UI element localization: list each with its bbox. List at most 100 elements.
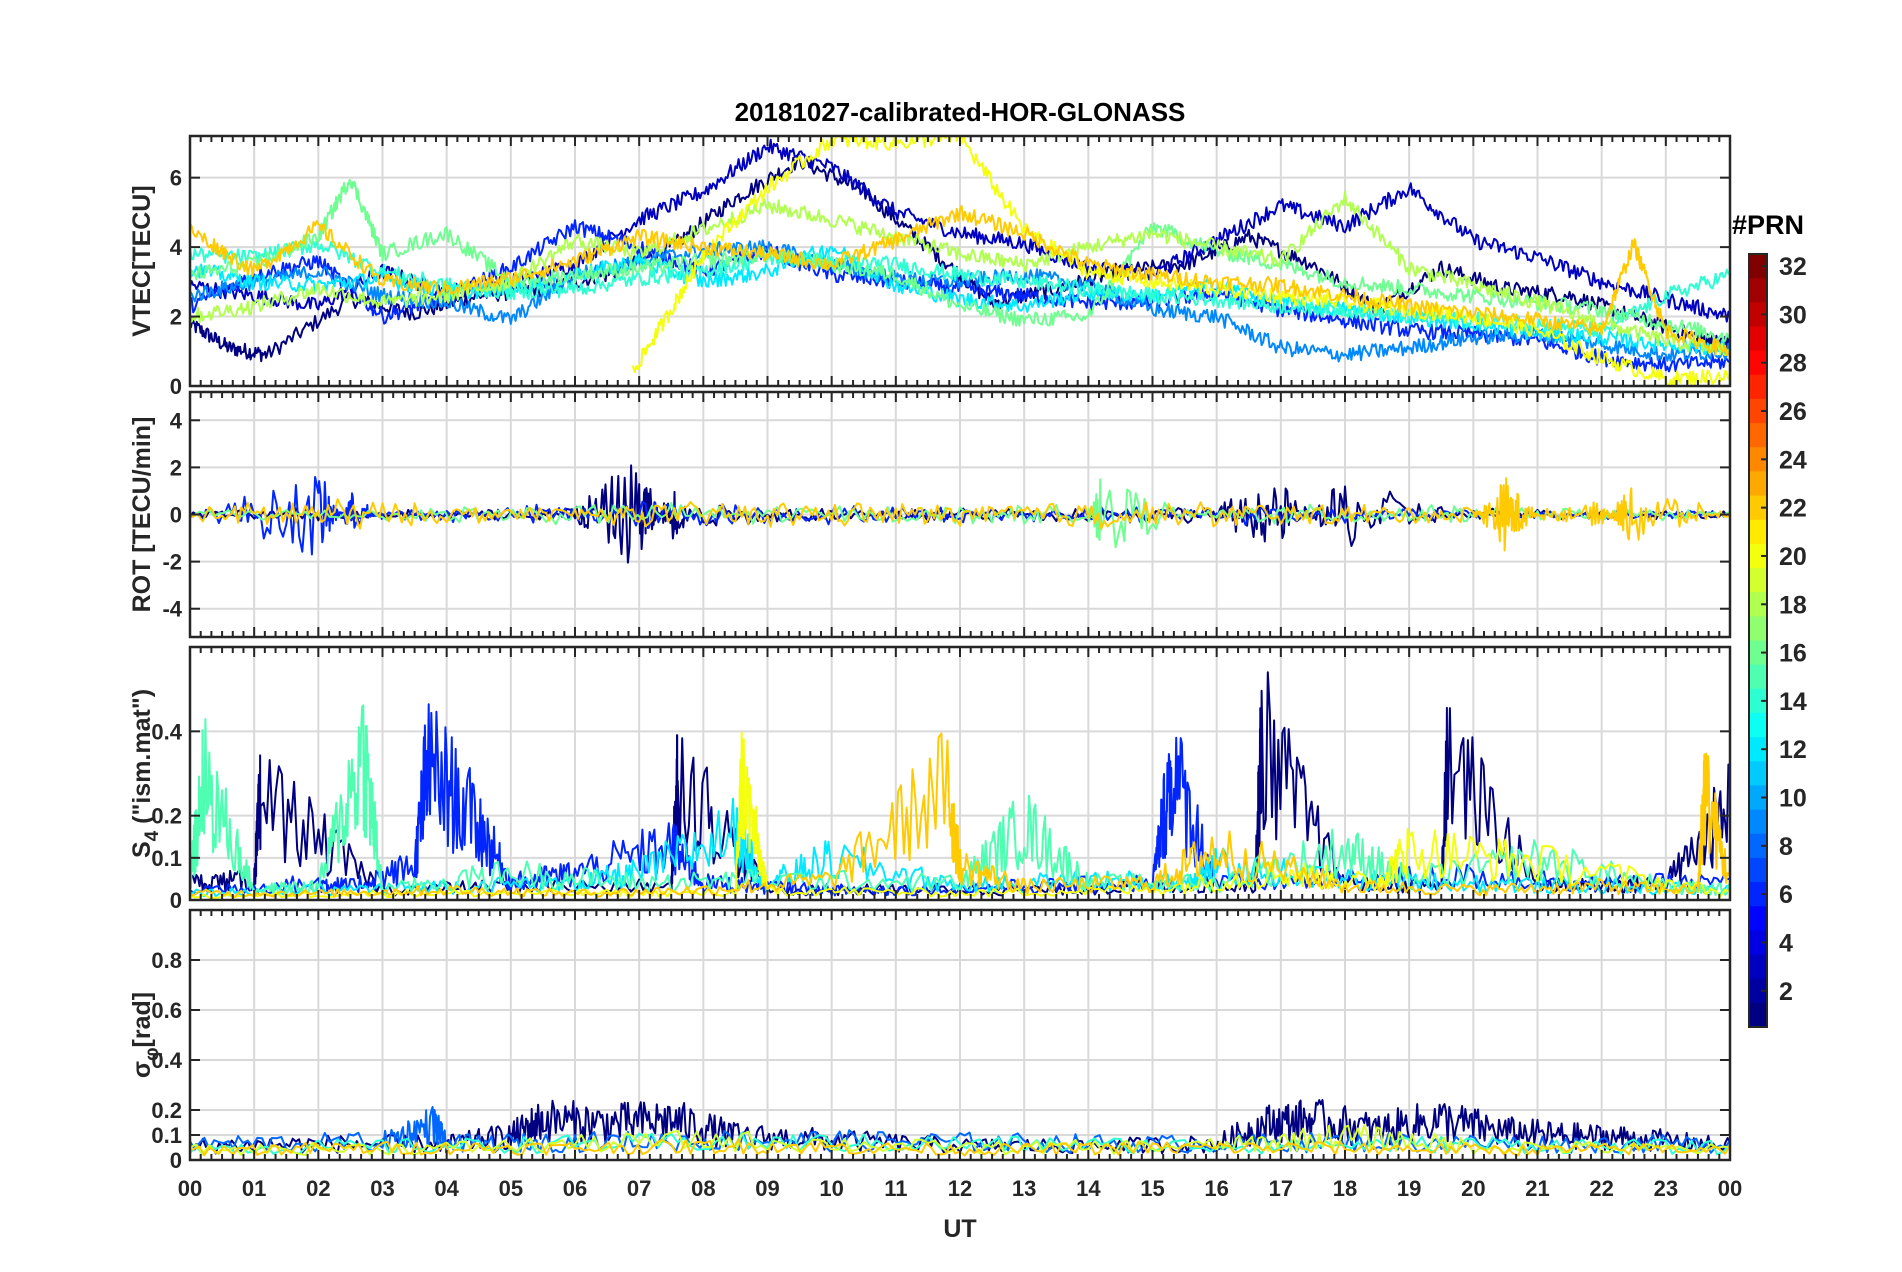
y-tick-label: -4 <box>162 597 182 622</box>
colorbar-segment <box>1749 616 1767 641</box>
colorbar-segment <box>1749 519 1767 545</box>
x-axis-label: UT <box>943 1215 976 1243</box>
colorbar-segment <box>1749 543 1767 569</box>
x-tick-label: 07 <box>627 1176 651 1201</box>
chart-title: 20181027-calibrated-HOR-GLONASS <box>735 97 1186 127</box>
colorbar-segment <box>1749 326 1767 352</box>
colorbar-tick-label: 24 <box>1779 446 1807 474</box>
y-tick-label: 2 <box>170 455 182 480</box>
panel-3: 0 0.1 0.2 0.4S4 ("ism.mat") <box>128 645 1732 913</box>
series-prn-16 <box>190 178 1730 343</box>
x-tick-label: 09 <box>755 1176 779 1201</box>
y-tick-label: 0.1 <box>151 846 182 871</box>
colorbar-segment <box>1749 688 1767 714</box>
y-tick-label: 2 <box>170 305 182 330</box>
x-tick-label: 17 <box>1269 1176 1293 1201</box>
panel-4: 00.10.2 0.4 0.6 0.8 σφ[rad] <box>128 908 1732 1173</box>
panel-frame <box>188 908 1732 1162</box>
x-tick-label: 16 <box>1204 1176 1228 1201</box>
colorbar-tick-label: 22 <box>1779 495 1807 523</box>
colorbar-segment <box>1749 882 1767 907</box>
series-prn-9 <box>190 239 1730 363</box>
y-tick-label: 4 <box>170 235 183 260</box>
colorbar-segment <box>1749 592 1767 617</box>
y-tick-label: 0.8 <box>151 948 182 973</box>
y-tick-label: 0 <box>170 1148 182 1173</box>
y-axis-label: ROT [TECU/min] <box>128 417 156 613</box>
colorbar-segment <box>1749 640 1767 666</box>
colorbar-tick-label: 20 <box>1779 543 1807 571</box>
series-prn-18 <box>190 190 1730 356</box>
colorbar-tick-label: 18 <box>1779 591 1807 619</box>
colorbar-tick-label: 30 <box>1779 301 1807 329</box>
y-tick-label: 0.2 <box>151 1098 182 1123</box>
x-tick-label: 04 <box>434 1176 459 1201</box>
colorbar-segment <box>1749 906 1767 931</box>
y-tick-label: 0 <box>170 503 182 528</box>
colorbar-segment <box>1749 398 1767 424</box>
y-tick-label: -2 <box>162 550 182 575</box>
series-prn-22 <box>190 204 1730 356</box>
series-group <box>190 136 1730 386</box>
series-prn-22 <box>190 732 1730 898</box>
y-tick-label: 0.1 <box>151 1123 182 1148</box>
x-tick-label: 00 <box>178 1176 202 1201</box>
colorbar-segment <box>1749 833 1767 859</box>
colorbar-tick-label: 32 <box>1779 253 1807 281</box>
colorbar-segment <box>1749 954 1767 980</box>
series-prn-12 <box>190 797 1730 898</box>
colorbar-segment <box>1749 350 1767 376</box>
colorbar-tick-label: 2 <box>1779 978 1793 1006</box>
colorbar-segment <box>1749 978 1767 1004</box>
y-tick-label: 6 <box>170 166 182 191</box>
x-tick-label: 10 <box>819 1176 843 1201</box>
colorbar: 32 30 28 26 24 22 20 18 16 14 12 10 8 6 4 2 #PRN <box>1732 210 1807 1028</box>
colorbar-segment <box>1749 278 1767 303</box>
x-tick-label: 00 <box>1718 1176 1742 1201</box>
x-tick-label: 05 <box>499 1176 523 1201</box>
x-tick-label: 21 <box>1525 1176 1549 1201</box>
y-axis-label: σφ[rad] <box>128 992 163 1078</box>
y-tick-label: 0 <box>170 374 182 399</box>
colorbar-tick-label: 10 <box>1779 785 1807 813</box>
x-tick-label: 08 <box>691 1176 715 1201</box>
panel-2: -4 -2 0 2 4 ROT [TECU/min] <box>128 390 1732 639</box>
series-prn-20 <box>631 136 1730 386</box>
colorbar-segment <box>1749 254 1767 279</box>
colorbar-segment <box>1749 302 1767 327</box>
y-tick-label: 0.4 <box>151 719 182 744</box>
colorbar-segment <box>1749 495 1767 521</box>
panel-frame <box>188 390 1732 639</box>
x-tick-label: 12 <box>948 1176 972 1201</box>
panel-frame <box>188 645 1732 902</box>
x-tick-label: 11 <box>884 1176 907 1201</box>
series-prn-16 <box>190 478 1730 549</box>
panel-1: 0 2 4 6 VTEC[TECU] <box>128 134 1732 399</box>
x-tick-label: 18 <box>1333 1176 1357 1201</box>
colorbar-tick-label: 6 <box>1779 881 1793 909</box>
colorbar-segment <box>1749 712 1767 738</box>
colorbar-segment <box>1749 1002 1767 1028</box>
x-tick-label: 15 <box>1140 1176 1164 1201</box>
colorbar-segment <box>1749 374 1767 400</box>
y-tick-label: 0.2 <box>151 804 182 829</box>
x-axis: 00 01 02 03 04 05 06 07 08 09 10 11 12 13 14 15 16 17 18 19… <box>178 1176 1742 1201</box>
colorbar-title: #PRN <box>1732 210 1804 240</box>
colorbar-segment <box>1749 447 1767 472</box>
colorbar-segment <box>1749 664 1767 690</box>
x-tick-label: 22 <box>1589 1176 1613 1201</box>
colorbar-tick-label: 16 <box>1779 640 1807 668</box>
y-axis-label: S4 ("ism.mat") <box>128 689 163 858</box>
panel-frame <box>188 134 1732 388</box>
x-tick-label: 03 <box>370 1176 394 1201</box>
x-tick-label: 01 <box>242 1176 266 1201</box>
colorbar-tick-label: 4 <box>1779 929 1793 957</box>
y-tick-label: 0 <box>170 888 182 913</box>
series-prn-19 <box>190 1124 1730 1157</box>
y-tick-label: 0.6 <box>151 998 182 1023</box>
colorbar-tick-label: 8 <box>1779 833 1793 861</box>
y-tick-label: 0.4 <box>151 1048 182 1073</box>
colorbar-segment <box>1749 761 1767 786</box>
y-axis-label: VTEC[TECU] <box>128 185 156 336</box>
